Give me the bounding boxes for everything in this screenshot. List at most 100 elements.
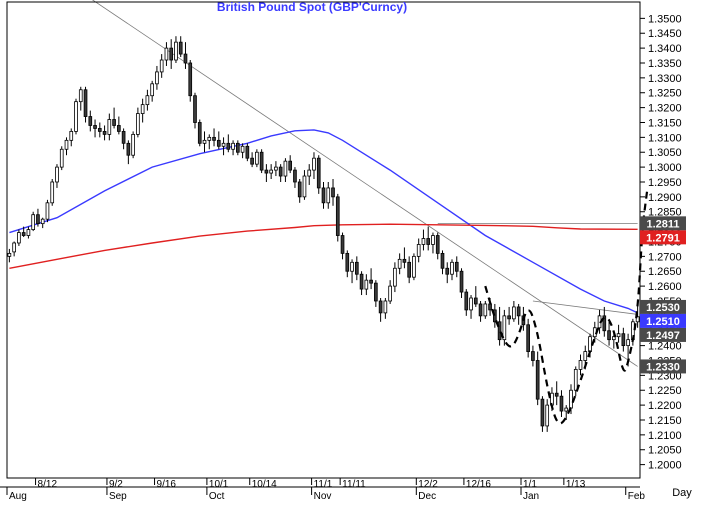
x-month-label: Feb xyxy=(628,491,646,502)
candle-body xyxy=(50,181,55,204)
x-month-label: Jan xyxy=(523,491,539,502)
candle-body xyxy=(150,83,154,97)
candle-body xyxy=(45,202,50,220)
y-tick-label: 1.2600 xyxy=(648,281,682,293)
candle-body xyxy=(588,336,592,352)
moving-average-line xyxy=(9,223,638,269)
candle-body xyxy=(59,148,64,168)
candle-body xyxy=(502,315,507,341)
candle-body xyxy=(188,62,193,97)
candle-body xyxy=(259,151,264,171)
candle-body xyxy=(345,252,350,272)
x-tick-label: 8/12 xyxy=(38,479,58,490)
candle-body xyxy=(569,389,573,409)
y-tick-label: 1.2250 xyxy=(648,385,682,397)
candle-body xyxy=(221,142,226,147)
candle-body xyxy=(169,47,174,61)
candle-body xyxy=(559,395,564,412)
candle-body xyxy=(64,139,69,150)
trendline xyxy=(532,300,638,315)
candle-body xyxy=(140,104,145,114)
candle-body xyxy=(454,261,459,272)
y-tick-label: 1.3400 xyxy=(648,43,682,55)
price-tag-label: 1.2530 xyxy=(646,302,680,314)
candle-body xyxy=(402,258,407,263)
candle-body xyxy=(183,53,188,64)
candle-body xyxy=(321,187,326,204)
y-tick-label: 1.2850 xyxy=(648,207,682,219)
projection xyxy=(484,190,649,425)
trendline xyxy=(91,0,638,367)
candle-body xyxy=(226,142,231,150)
y-tick-label: 1.2000 xyxy=(648,460,682,472)
x-month-label: Oct xyxy=(209,491,225,502)
y-tick-label: 1.3100 xyxy=(648,132,682,144)
price-tag xyxy=(640,359,686,374)
candle-body xyxy=(516,306,521,317)
candle-body xyxy=(421,238,426,245)
candle-body xyxy=(583,351,588,361)
candles xyxy=(7,36,640,432)
candle-body xyxy=(616,333,621,338)
price-tag-label: 1.2330 xyxy=(646,361,680,373)
candle-body xyxy=(440,252,445,269)
candle-body xyxy=(207,136,212,141)
x-tick-label: 11/11 xyxy=(342,479,366,490)
candle-body xyxy=(216,139,221,147)
moving-averages xyxy=(9,129,638,314)
candle-body xyxy=(412,255,416,278)
candle-body xyxy=(297,181,302,198)
y-tick-label: 1.2400 xyxy=(648,341,682,353)
price-tag-label: 1.2791 xyxy=(646,232,680,244)
candle-body xyxy=(274,166,278,171)
price-tag xyxy=(640,327,686,342)
candle-body xyxy=(350,261,354,272)
candle-body xyxy=(250,157,254,165)
candle-body xyxy=(178,41,183,55)
y-tick-label: 1.3200 xyxy=(648,103,682,115)
candle-body xyxy=(307,169,312,177)
candle-body xyxy=(302,175,307,198)
y-tick-label: 1.3300 xyxy=(648,73,682,85)
moving-average-line xyxy=(9,129,638,314)
y-tick-label: 1.2950 xyxy=(648,177,682,189)
y-tick-label: 1.2700 xyxy=(648,251,682,263)
candle-body xyxy=(564,407,569,412)
candle-body xyxy=(197,122,202,144)
candle-body xyxy=(407,261,411,278)
price-tag-label: 1.2497 xyxy=(646,330,680,342)
candle-body xyxy=(55,166,59,183)
candle-body xyxy=(231,142,235,150)
candle-body xyxy=(335,196,340,236)
candle-body xyxy=(88,116,93,126)
candle-body xyxy=(512,306,516,320)
candle-body xyxy=(388,285,392,302)
price-tags: 1.2811 1.2791 1.2530 1.2510 1.2497 1.2330 xyxy=(640,216,686,374)
candle-body xyxy=(331,187,335,198)
candle-body xyxy=(507,315,511,320)
x-tick-label: 10/1 xyxy=(209,479,229,490)
candle-body xyxy=(126,142,131,156)
candle-body xyxy=(326,187,331,204)
candle-body xyxy=(112,119,116,126)
price-tag xyxy=(640,299,686,314)
x-month-label: Aug xyxy=(9,491,27,502)
candle-body xyxy=(531,351,535,361)
trendlines xyxy=(91,0,638,367)
plot-frame xyxy=(6,1,641,479)
candle-body xyxy=(445,267,450,275)
candle-body xyxy=(431,235,435,245)
y-tick-label: 1.2650 xyxy=(648,266,682,278)
chart-title: British Pound Spot (GBP'Curncy) xyxy=(217,0,407,14)
candle-body xyxy=(393,267,397,287)
x-month-label: Sep xyxy=(109,491,127,502)
candle-body xyxy=(450,261,454,275)
y-tick-label: 1.2200 xyxy=(648,400,682,412)
candle-body xyxy=(145,95,150,106)
candle-body xyxy=(212,136,216,141)
candle-body xyxy=(117,125,121,132)
candle-body xyxy=(340,235,345,254)
price-tag-label: 1.2811 xyxy=(646,218,679,230)
